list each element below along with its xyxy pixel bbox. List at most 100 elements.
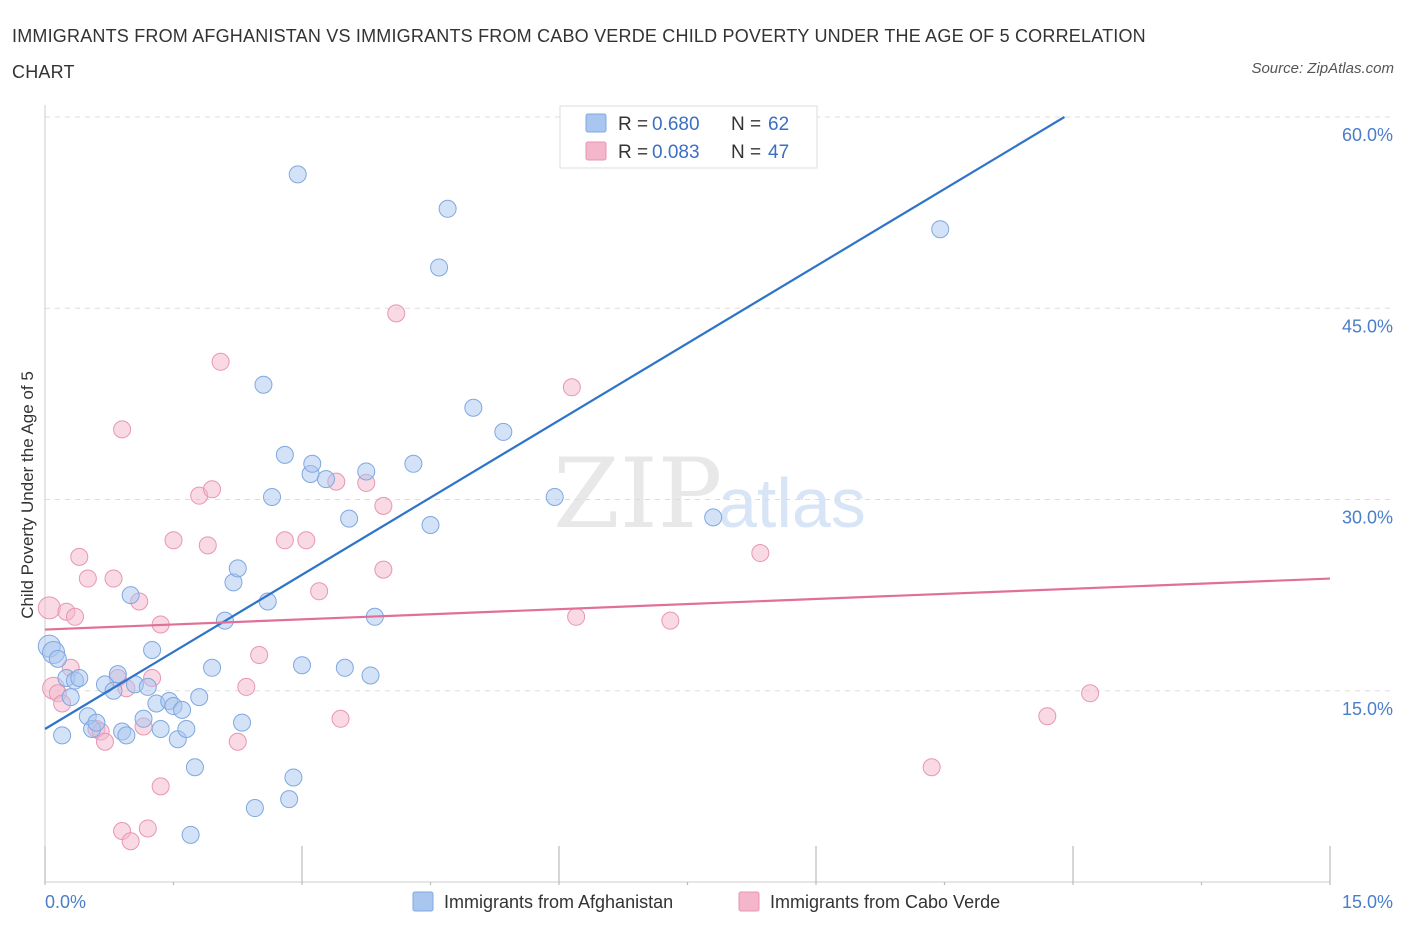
cabo-verde-point-38 [374, 560, 393, 579]
cabo-verde-point-27 [203, 480, 222, 499]
y-tick-labels: 15.0% 30.0% 45.0% 60.0% [1342, 125, 1393, 719]
afghanistan-point-57 [494, 422, 513, 441]
watermark-zip: ZIP [553, 438, 722, 550]
cabo-verde-point-46 [1038, 707, 1057, 726]
afghanistan-point-50 [361, 666, 380, 685]
cabo-verde-point-29 [228, 732, 247, 751]
afghanistan-point-34 [228, 559, 247, 578]
cabo-verde-point-11 [95, 732, 114, 751]
legend-n-label-pink: N = [731, 142, 761, 163]
afghanistan-point-29 [185, 758, 204, 777]
cabo-verde-point-17 [121, 832, 140, 851]
cabo-verde-point-28 [211, 352, 230, 371]
cabo-verde-point-40 [387, 304, 406, 323]
x-tick-label-min: 0.0% [45, 892, 86, 912]
bottom-legend-swatch-afghanistan [412, 891, 434, 912]
bottom-legend-cabo-verde: Immigrants from Cabo Verde [770, 892, 1000, 912]
y-tick-label-15: 15.0% [1342, 699, 1393, 719]
afghanistan-point-55 [438, 199, 457, 218]
afghanistan-point-60 [931, 220, 950, 239]
afghanistan-point-31 [203, 658, 222, 677]
y-tick-label-45: 45.0% [1342, 316, 1393, 336]
cabo-verde-point-24 [164, 531, 183, 550]
cabo-verde-point-41 [562, 378, 581, 397]
legend-r-label-pink: R = [618, 142, 648, 163]
afghanistan-points [37, 165, 950, 844]
afghanistan-point-3 [53, 726, 72, 745]
afghanistan-point-10 [87, 713, 106, 732]
bottom-legend-afghanistan: Immigrants from Afghanistan [444, 892, 673, 912]
x-tick-label-max: 15.0% [1342, 892, 1393, 912]
afghanistan-point-5 [61, 688, 80, 707]
cabo-verde-point-47 [1081, 684, 1100, 703]
cabo-verde-point-42 [567, 607, 586, 626]
legend-swatch-blue [585, 113, 607, 133]
cabo-verde-trend-line [44, 577, 1331, 631]
cabo-verde-points [37, 304, 1100, 851]
series-legend: Immigrants from Afghanistan Immigrants f… [412, 891, 1000, 912]
cabo-verde-point-15 [113, 420, 132, 439]
afghanistan-point-47 [335, 658, 354, 677]
afghanistan-point-46 [316, 470, 335, 489]
afghanistan-point-7 [70, 669, 89, 687]
afghanistan-point-53 [421, 516, 440, 534]
afghanistan-point-18 [134, 709, 153, 728]
cabo-verde-point-23 [151, 777, 170, 796]
gridlines [45, 116, 1392, 692]
cabo-verde-point-31 [250, 646, 269, 665]
afghanistan-point-41 [284, 768, 303, 787]
afghanistan-point-49 [357, 462, 376, 481]
axes [44, 105, 1331, 885]
cabo-verde-point-8 [78, 569, 97, 588]
afghanistan-point-20 [143, 640, 162, 659]
cabo-verde-point-36 [331, 709, 350, 728]
cabo-verde-point-6 [65, 607, 84, 626]
cabo-verde-point-26 [198, 536, 217, 555]
afghanistan-point-22 [151, 720, 170, 738]
afghanistan-point-59 [704, 508, 723, 527]
afghanistan-point-56 [464, 398, 483, 417]
legend-r-value-pink: 0.083 [652, 142, 700, 163]
cabo-verde-point-0 [37, 596, 61, 620]
afghanistan-point-48 [340, 509, 359, 528]
cabo-verde-point-33 [297, 531, 316, 550]
afghanistan-point-42 [288, 165, 307, 184]
cabo-verde-point-20 [138, 819, 157, 838]
afghanistan-trend-line [44, 116, 1065, 730]
afghanistan-point-30 [190, 688, 209, 707]
afghanistan-point-2 [48, 649, 67, 668]
afghanistan-point-35 [233, 713, 252, 732]
watermark: ZIP atlas [553, 438, 866, 550]
afghanistan-point-19 [138, 677, 157, 696]
cabo-verde-point-32 [275, 531, 294, 550]
afghanistan-point-52 [404, 454, 423, 473]
cabo-verde-point-34 [310, 582, 329, 601]
afghanistan-point-37 [254, 375, 273, 394]
afghanistan-point-45 [303, 454, 322, 473]
bottom-legend-swatch-cabo-verde [738, 891, 760, 912]
afghanistan-point-15 [117, 726, 136, 745]
legend-r-label-blue: R = [618, 114, 648, 135]
stats-legend: R = 0.680 N = 62 R = 0.083 N = 47 [559, 105, 818, 169]
afghanistan-point-28 [181, 825, 200, 844]
chart-title: IMMIGRANTS FROM AFGHANISTAN VS IMMIGRANT… [12, 26, 1146, 82]
afghanistan-point-13 [108, 665, 127, 684]
source-label: Source: ZipAtlas.com [1251, 60, 1394, 77]
cabo-verde-point-30 [237, 677, 256, 696]
watermark-atlas: atlas [718, 464, 866, 542]
afghanistan-point-40 [275, 445, 294, 464]
afghanistan-point-61 [280, 790, 299, 809]
afghanistan-point-39 [263, 487, 282, 506]
cabo-verde-point-45 [922, 758, 941, 777]
legend-r-value-blue: 0.680 [652, 114, 700, 135]
trend-lines [44, 116, 1331, 730]
y-tick-label-30: 30.0% [1342, 508, 1393, 528]
y-tick-label-60: 60.0% [1342, 125, 1393, 145]
cabo-verde-point-12 [104, 569, 123, 588]
afghanistan-point-27 [177, 720, 196, 738]
legend-n-value-blue: 62 [768, 114, 789, 135]
afghanistan-point-43 [293, 656, 311, 675]
afghanistan-point-16 [121, 586, 140, 605]
legend-n-label-blue: N = [731, 114, 761, 135]
